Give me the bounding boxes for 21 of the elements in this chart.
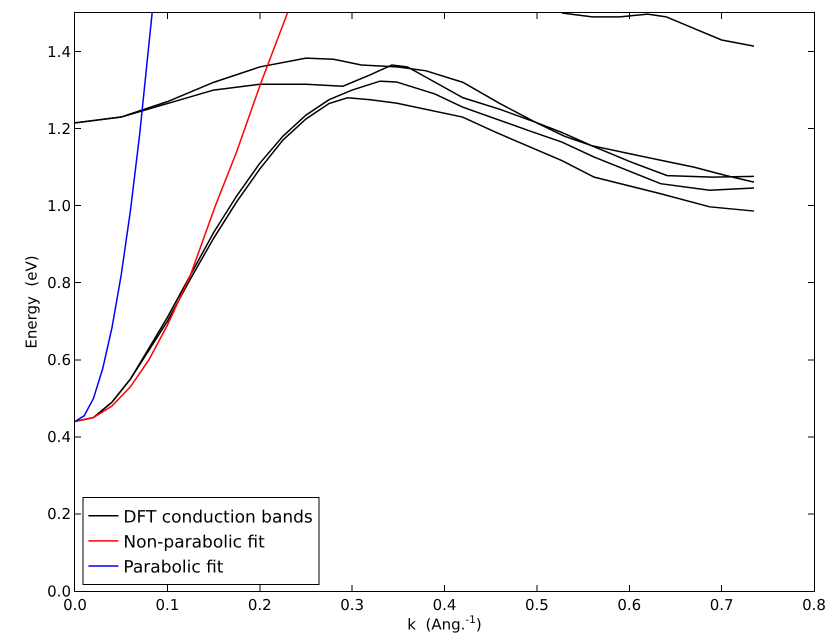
x-axis-title: k (Ang.$^{-1}$) [407,614,482,634]
x-tick-label: 0.5 [524,596,549,614]
y-tick-label: 1.4 [47,42,71,61]
x-tick-label: 0.8 [802,596,826,614]
y-tick-label: 0.2 [47,505,71,524]
x-tick-label: 0.0 [63,596,87,614]
x-tick-label: 0.1 [155,596,180,614]
y-tick-label: 1.0 [47,196,71,215]
y-axis-title: Energy (eV) [22,255,40,349]
x-tick-label: 0.2 [248,596,272,614]
x-tick-label: 0.4 [432,596,456,614]
x-tick-label: 0.7 [710,596,734,614]
y-tick-label: 0.8 [47,274,71,292]
y-tick-label: 0.6 [47,351,71,370]
y-tick-label: 1.2 [47,120,71,138]
legend-label: DFT conduction bands [123,507,313,528]
x-tick-label: 0.6 [617,596,642,614]
y-tick-label: 0.4 [47,428,71,446]
legend-label: Non-parabolic fit [123,532,266,552]
x-tick-label: 0.3 [340,596,364,614]
legend-label: Parabolic fit [123,558,224,578]
